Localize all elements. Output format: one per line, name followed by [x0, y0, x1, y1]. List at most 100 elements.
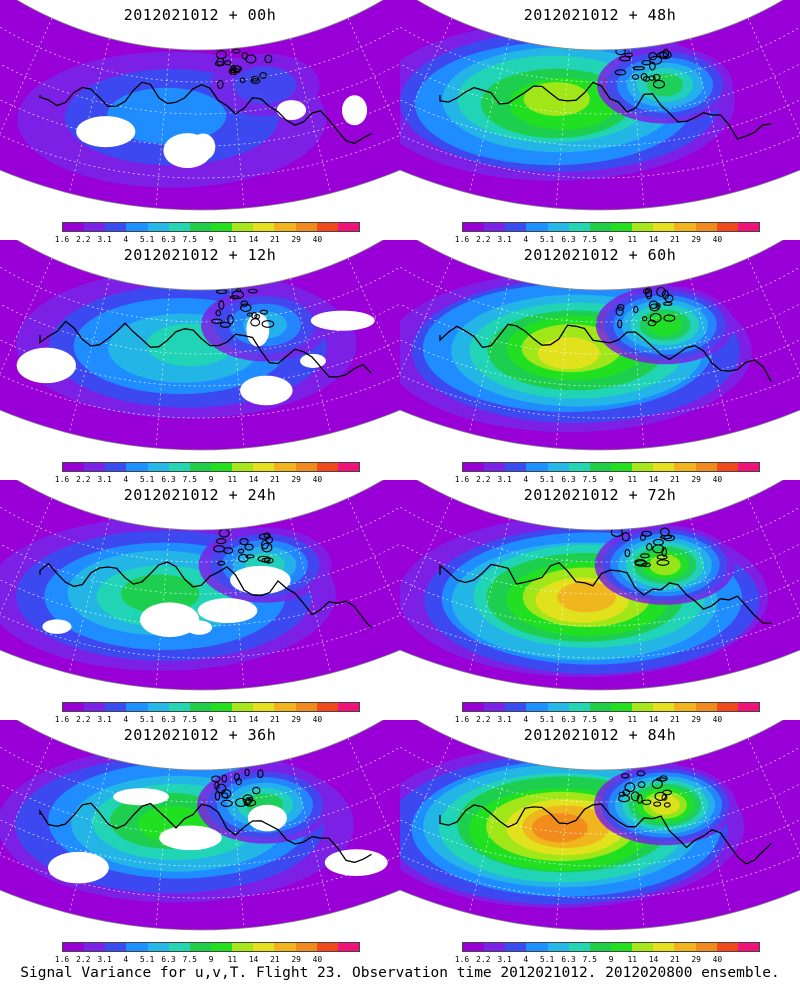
variance-contour: [523, 82, 590, 116]
colorbar-tick-label: 40: [712, 715, 723, 724]
colorbar-swatch: [716, 223, 738, 231]
coastline: [641, 530, 653, 537]
colorbar-tick-label: 2.2: [476, 235, 491, 244]
no-data-patch: [76, 116, 136, 148]
colorbar-swatch: [589, 943, 611, 951]
colorbar-swatch: [695, 703, 717, 711]
colorbar-tick-label: 4: [123, 955, 129, 964]
colorbar-swatch: [526, 943, 548, 951]
coastline: [224, 60, 232, 66]
graticule-line: [400, 17, 453, 165]
variance-contour: [647, 73, 683, 97]
colorbar-swatch: [505, 223, 527, 231]
colorbar-swatch: [632, 943, 654, 951]
graticule-line: [468, 758, 510, 914]
colorbar-tick-label: 21: [670, 475, 680, 484]
colorbar-swatch: [568, 463, 590, 471]
colorbar-swatch: [547, 463, 569, 471]
coastline: [254, 313, 260, 320]
coastline: [618, 794, 630, 803]
graticule-line: [0, 254, 400, 323]
colorbar-tick-label: 3.1: [497, 955, 512, 964]
coastline: [219, 321, 231, 328]
no-data-patch: [247, 804, 287, 832]
colorbar-tick-label: 29: [691, 475, 701, 484]
colorbar-tick-label: 2.2: [476, 955, 491, 964]
colorbar-swatch: [526, 703, 548, 711]
colorbar-swatch: [232, 943, 254, 951]
colorbar-labels: 1.6 2.2 3.1 4 5.1 6.3 7.5 9 11 14 21 29 40: [455, 955, 766, 965]
graticule-line: [0, 307, 400, 387]
colorbar: [62, 702, 360, 712]
coastline: [211, 775, 221, 783]
graticule-line: [400, 254, 800, 323]
colorbar-tick-label: 40: [712, 955, 723, 964]
graticule-line: [347, 17, 400, 165]
colorbar-tick-label: 3.1: [497, 475, 512, 484]
colorbar-swatch: [653, 223, 675, 231]
colorbar-swatch: [505, 463, 527, 471]
coastline: [637, 781, 646, 788]
colorbar-tick-label: 14: [248, 475, 259, 484]
graticule-line: [747, 17, 800, 165]
graticule-line: [400, 761, 800, 835]
coastline: [663, 534, 676, 542]
no-data-patch: [230, 565, 291, 595]
coastline: [661, 546, 667, 557]
graticule-line: [400, 497, 453, 645]
colorbar-swatch: [589, 223, 611, 231]
coastline: [652, 544, 665, 554]
colorbar-swatch: [484, 943, 506, 951]
map-panel: 2012021012 + 72h 1.6 2.2 3.1 4 5.1 6.3 7.5 9 11 14…: [400, 480, 800, 724]
colorbar-tick-label: 29: [291, 475, 301, 484]
coastline: [639, 534, 646, 541]
graticule-line: [230, 528, 245, 689]
coastline: [648, 300, 659, 309]
graticule-line: [0, 787, 400, 867]
graticule-line: [690, 518, 732, 674]
colorbar-tick-label: 14: [248, 715, 259, 724]
colorbar: [462, 462, 760, 472]
colorbar-tick-label: 7.5: [582, 235, 597, 244]
panel-title: 2012021012 + 60h: [523, 246, 677, 264]
colorbar-tick-label: 4: [523, 475, 529, 484]
colorbar-swatch: [674, 223, 696, 231]
colorbar-swatch: [274, 943, 296, 951]
graticule-line: [0, 17, 53, 165]
colorbar-tick-label: 9: [608, 715, 614, 724]
colorbar-tick-label: 14: [648, 955, 659, 964]
colorbar-swatch: [568, 703, 590, 711]
coastline: [652, 79, 666, 89]
colorbar: [462, 942, 760, 952]
colorbar-tick-label: 3.1: [97, 235, 112, 244]
colorbar-swatch: [316, 223, 338, 231]
colorbar-swatch: [295, 703, 317, 711]
colorbar-swatch: [63, 223, 85, 231]
variance-map: [0, 240, 400, 451]
coastline: [639, 553, 650, 559]
colorbar-swatch: [316, 703, 338, 711]
coastline: [221, 792, 229, 799]
coastline: [621, 532, 630, 542]
coastline: [646, 543, 653, 551]
map-border: [400, 0, 800, 211]
coastline: [634, 558, 647, 566]
colorbar-swatch: [632, 703, 654, 711]
colorbar-tick-label: 7.5: [182, 235, 197, 244]
coastline: [615, 306, 624, 317]
colorbar-swatch: [274, 223, 296, 231]
colorbar-swatch: [189, 223, 211, 231]
colorbar-swatch: [463, 223, 485, 231]
variance-map: [0, 0, 400, 211]
graticule-line: [0, 41, 400, 115]
colorbar-swatch: [126, 943, 148, 951]
coastline: [259, 72, 267, 79]
coastline: [210, 318, 223, 324]
coastline: [641, 316, 648, 322]
coastline: [659, 775, 668, 782]
colorbar-labels: 1.6 2.2 3.1 4 5.1 6.3 7.5 9 11 14 21 29 40: [55, 235, 366, 245]
colorbar-tick-label: 6.3: [161, 235, 176, 244]
colorbar-swatch: [168, 703, 190, 711]
colorbar-tick-label: 3.1: [97, 955, 112, 964]
colorbar-tick-label: 5.1: [139, 235, 155, 244]
